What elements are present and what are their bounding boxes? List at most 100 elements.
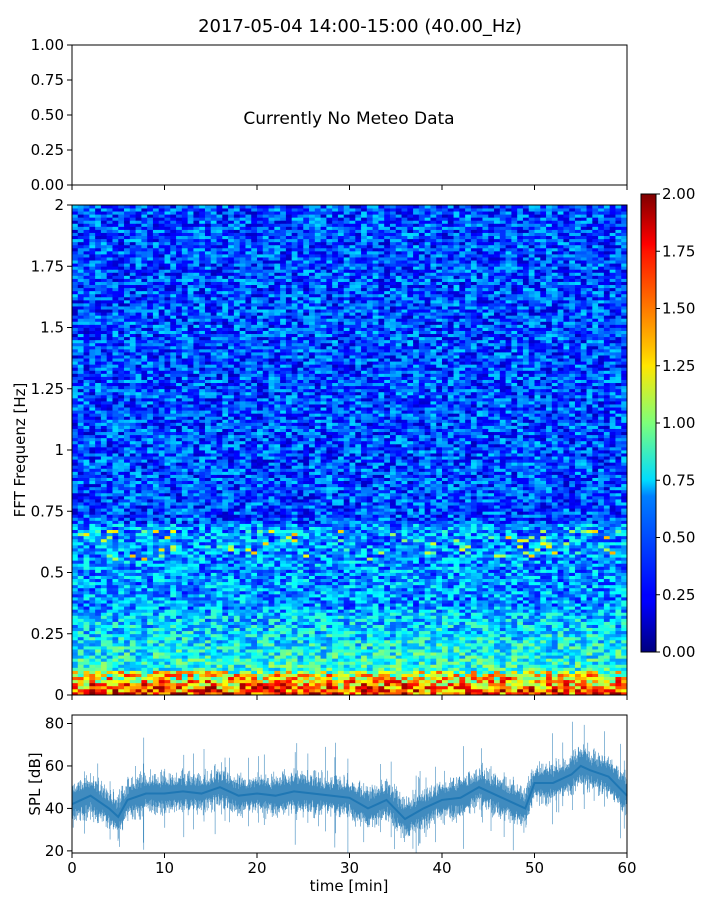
spectrogram-cell — [77, 624, 84, 629]
spectrogram-cell — [309, 557, 316, 561]
spectrogram-cell — [147, 667, 154, 671]
spectrogram-cell — [546, 636, 553, 641]
spectrogram-cell — [592, 661, 599, 665]
spectrogram-cell — [343, 560, 350, 564]
spectrogram-cell — [580, 597, 587, 601]
spectrogram-cell — [621, 639, 628, 644]
spectrogram-cell — [528, 691, 535, 696]
spectrogram-cell — [389, 587, 397, 592]
spectrogram-cell — [401, 652, 408, 656]
spectrogram-cell — [384, 688, 391, 693]
spectrogram-cell — [239, 688, 246, 693]
spectrogram-cell — [522, 636, 530, 641]
spectrogram-cell — [95, 655, 102, 659]
spectrogram-cell — [401, 627, 408, 632]
spectrogram-cell — [436, 679, 443, 684]
spectrogram-cell — [268, 590, 275, 595]
spectrogram-cell — [488, 655, 495, 659]
spectrogram-cell — [216, 569, 223, 573]
spectrogram-cell — [366, 575, 374, 580]
spectrogram-cell — [280, 538, 287, 543]
spectrogram-cell — [407, 639, 414, 644]
spectrogram-cell — [314, 560, 321, 564]
spectrogram-cell — [499, 575, 506, 580]
spectrogram-cell — [355, 633, 362, 638]
spectrogram-cell — [355, 581, 362, 586]
spectrogram-cell — [465, 597, 472, 601]
spectrogram-cell — [372, 551, 379, 555]
spectrogram-cell — [274, 566, 281, 570]
spectrogram-cell — [135, 560, 142, 564]
spectrogram-cell — [499, 584, 506, 589]
spectrogram-cell — [158, 538, 165, 543]
spectrogram-cell — [83, 682, 90, 687]
spectrogram-cell — [251, 590, 258, 595]
spectrogram-cell — [436, 603, 443, 607]
spectrogram-cell — [147, 587, 154, 592]
spectrogram-cell — [349, 590, 356, 595]
spectrogram-cell — [453, 618, 460, 622]
spectrogram-cell — [176, 587, 183, 592]
spectrogram-cell — [274, 606, 281, 610]
spectrogram-cell — [551, 649, 559, 653]
spectrogram-cell — [326, 535, 333, 540]
spectrogram-cell — [199, 597, 206, 601]
spectrogram-cell — [551, 578, 559, 583]
spectrogram-cell — [453, 557, 460, 561]
spectrogram-cell — [505, 649, 512, 653]
spectrogram-cell — [320, 584, 327, 589]
spectrogram-cell — [522, 676, 530, 681]
spectrogram-cell — [262, 658, 269, 662]
spectrogram-cell — [470, 597, 478, 601]
spectrogram-cell — [430, 566, 437, 570]
spectrogram-cell — [574, 566, 582, 570]
spectrogram-cell — [621, 548, 628, 552]
spectrogram-cell — [106, 575, 113, 580]
spectrogram-cell — [592, 606, 599, 610]
spectrogram-cell — [106, 560, 113, 564]
spectrogram-cell — [239, 682, 246, 687]
spectrogram-cell — [528, 603, 535, 607]
spectrogram-cell — [95, 593, 102, 598]
spectrogram-cell — [181, 566, 189, 570]
spectrogram-cell — [488, 563, 495, 567]
spectrogram-cell — [210, 667, 217, 671]
spectrogram-cell — [592, 676, 599, 681]
spectrogram-cell — [470, 642, 478, 647]
spectrogram-cell — [268, 572, 275, 576]
spectrogram-cell — [522, 544, 530, 549]
spectrogram-cell — [228, 609, 235, 613]
spectrogram-cell — [574, 597, 582, 601]
spectrogram-cell — [418, 572, 426, 576]
spectrogram-cell — [106, 676, 113, 681]
spectrogram-cell — [424, 590, 431, 595]
spectrogram-cell — [124, 581, 131, 586]
spectrogram-cell — [459, 593, 466, 598]
spectrogram-cell — [418, 676, 426, 681]
spectrogram-cell — [83, 624, 90, 629]
spectrogram-cell — [511, 535, 518, 540]
spectrogram-cell — [187, 551, 194, 555]
spectrogram-cell — [407, 658, 414, 662]
spectrogram-cell — [332, 569, 339, 573]
spectrogram-cell — [268, 551, 275, 555]
spectrogram-cell — [309, 578, 316, 583]
spectrogram-cell — [147, 597, 154, 601]
spectrogram-cell — [511, 636, 518, 641]
spectrogram-cell — [505, 612, 512, 616]
spectrogram-cell — [621, 538, 628, 543]
spectrogram-cell — [453, 649, 460, 653]
spectrogram-cell — [546, 572, 553, 576]
spectrogram-cell — [586, 624, 593, 629]
spectrogram-cell — [112, 646, 119, 650]
spectrogram-cell — [389, 538, 397, 543]
spectrogram-cell — [499, 658, 506, 662]
spectrogram-cell — [280, 600, 287, 604]
spectrogram-cell — [511, 606, 518, 610]
spectrogram-cell — [118, 566, 125, 570]
spectrogram-cell — [95, 642, 102, 647]
spectrogram-cell — [332, 630, 339, 635]
spectrogram-cell — [199, 603, 206, 607]
spectrogram-cell — [158, 563, 165, 567]
spectrogram-cell — [268, 627, 275, 632]
